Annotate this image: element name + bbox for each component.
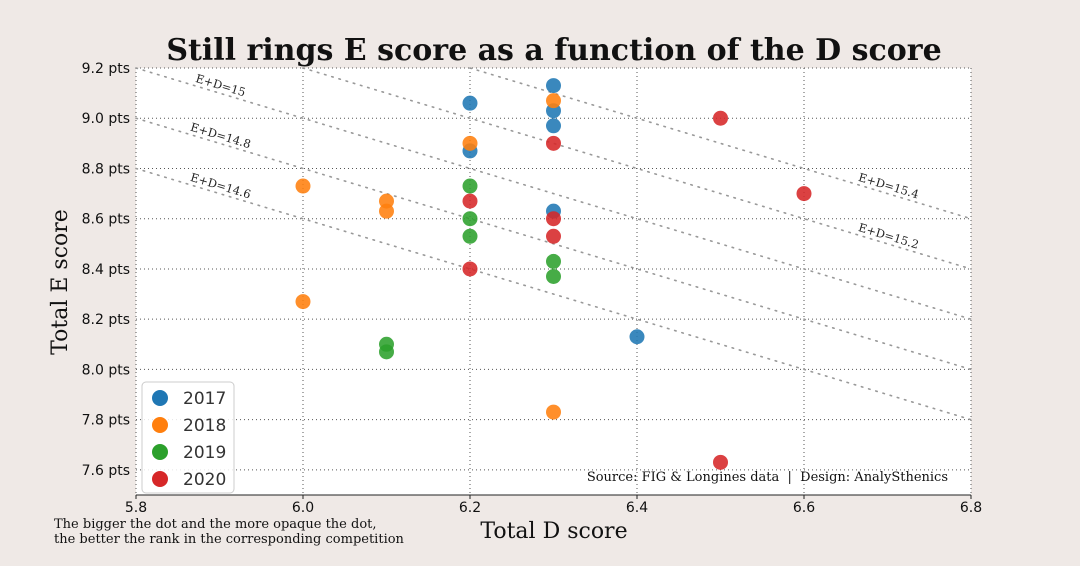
- data-point: [546, 211, 561, 227]
- data-point: [713, 110, 728, 126]
- data-point: [462, 228, 478, 244]
- data-point: [546, 268, 561, 284]
- x-axis-ticks: 5.8 6.0 6.2 6.4 6.6 6.8: [125, 495, 982, 516]
- data-point: [379, 203, 394, 219]
- x-axis-label: Total D score: [480, 519, 627, 544]
- series-2019: [379, 178, 561, 360]
- data-point: [713, 454, 728, 470]
- data-point: [546, 253, 561, 269]
- legend: 2017 2018 2019 2020: [141, 381, 235, 494]
- legend-marker: [152, 390, 168, 406]
- y-tick-label: 7.8 pts: [82, 413, 130, 429]
- data-point: [546, 404, 561, 420]
- data-point: [462, 178, 478, 194]
- data-point: [462, 95, 478, 111]
- data-points: [295, 78, 812, 470]
- y-tick-label: 8.8 pts: [82, 161, 130, 177]
- x-tick-label: 5.8: [125, 500, 147, 516]
- data-point: [546, 118, 561, 134]
- y-axis-label: Total E score: [48, 209, 73, 355]
- legend-label: 2018: [183, 416, 226, 436]
- data-point: [546, 135, 561, 151]
- iso-line: [135, 117, 972, 371]
- legend-marker: [152, 444, 168, 460]
- y-tick-label: 7.6 pts: [82, 463, 130, 479]
- data-point: [796, 186, 812, 202]
- data-point: [546, 78, 561, 94]
- data-point: [462, 135, 478, 151]
- x-tick-label: 6.4: [626, 500, 648, 516]
- y-tick-label: 8.2 pts: [82, 312, 130, 328]
- y-tick-label: 8.6 pts: [82, 212, 130, 228]
- legend-marker: [152, 417, 168, 433]
- source-caption: Source: FIG & Longines data | Design: An…: [587, 470, 948, 485]
- x-tick-label: 6.2: [459, 500, 481, 516]
- data-point: [462, 193, 478, 209]
- data-point: [295, 294, 311, 310]
- iso-line: [469, 67, 972, 220]
- iso-line: [135, 67, 972, 320]
- note-line-1: The bigger the dot and the more opaque t…: [54, 517, 377, 532]
- data-point: [546, 228, 561, 244]
- data-point: [462, 261, 478, 277]
- y-tick-label: 9.0 pts: [82, 111, 130, 127]
- data-point: [379, 344, 394, 360]
- data-point: [629, 329, 645, 345]
- legend-label: 2017: [183, 389, 226, 409]
- data-point: [462, 211, 478, 227]
- y-tick-label: 8.0 pts: [82, 362, 130, 378]
- legend-box: [141, 381, 235, 494]
- legend-label: 2020: [183, 470, 226, 490]
- legend-label: 2019: [183, 443, 226, 463]
- data-point: [295, 178, 311, 194]
- legend-marker: [152, 471, 168, 487]
- series-2020: [462, 110, 812, 470]
- x-tick-label: 6.0: [292, 500, 314, 516]
- y-tick-label: 9.2 pts: [82, 61, 130, 77]
- x-tick-label: 6.6: [793, 500, 815, 516]
- y-tick-label: 8.4 pts: [82, 262, 130, 278]
- series-2018: [295, 93, 561, 420]
- chart-title: Still rings E score as a function of the…: [166, 33, 941, 68]
- x-tick-label: 6.8: [960, 500, 982, 516]
- note-line-2: the better the rank in the corresponding…: [54, 532, 405, 547]
- iso-line: [135, 167, 972, 421]
- y-axis-ticks: 7.6 pts 7.8 pts 8.0 pts 8.2 pts 8.4 pts 8.6 p…: [82, 61, 130, 479]
- data-point: [546, 93, 561, 109]
